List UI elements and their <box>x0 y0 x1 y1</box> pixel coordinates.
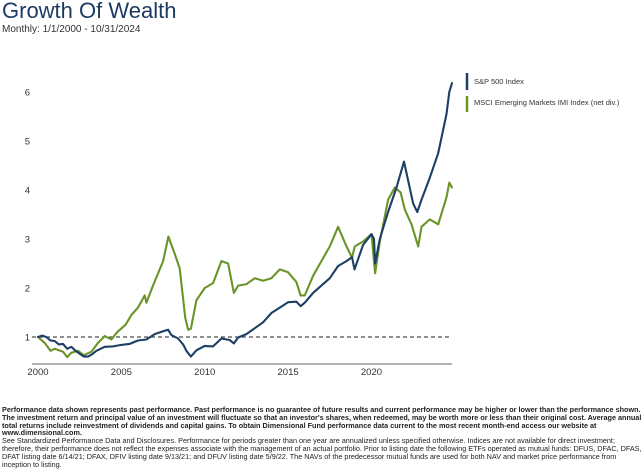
legend: S&P 500 Index MSCI Emerging Markets IMI I… <box>465 73 620 112</box>
series-layer <box>36 82 454 359</box>
disclosure-footer: Performance data shown represents past p… <box>2 406 642 468</box>
y-tick-label-6: 6 <box>25 87 30 98</box>
series-line-sp500 <box>36 82 454 358</box>
chart-subtitle: Monthly: 1/1/2000 - 10/31/2024 <box>2 24 141 35</box>
legend-label-msci-em: MSCI Emerging Markets IMI Index (net div… <box>474 98 620 107</box>
x-tick-label-2000: 2000 <box>27 367 48 378</box>
x-tick-label-2015: 2015 <box>278 367 299 378</box>
y-tick-label-2: 2 <box>25 284 30 295</box>
standardized-disclosure: See Standardized Performance Data and Di… <box>2 436 642 469</box>
x-axis: 2000 2005 2010 2015 2020 <box>27 363 452 378</box>
y-tick-label-5: 5 <box>25 136 30 147</box>
legend-label-sp500: S&P 500 Index <box>474 77 524 86</box>
y-tick-label-1: 1 <box>25 333 30 344</box>
x-tick-label-2020: 2020 <box>361 367 382 378</box>
chart-title: Growth Of Wealth <box>2 0 177 23</box>
performance-disclaimer: Performance data shown represents past p… <box>2 405 642 438</box>
series-line-msci-em <box>36 181 454 359</box>
y-tick-label-4: 4 <box>25 185 30 196</box>
x-tick-label-2005: 2005 <box>111 367 132 378</box>
y-tick-label-3: 3 <box>25 235 30 246</box>
x-tick-label-2010: 2010 <box>194 367 215 378</box>
growth-of-wealth-chart: 1 2 3 4 5 6 2000 2005 2010 2015 2020 S&P 500 Inde… <box>25 73 620 378</box>
y-axis: 1 2 3 4 5 6 <box>25 87 30 343</box>
